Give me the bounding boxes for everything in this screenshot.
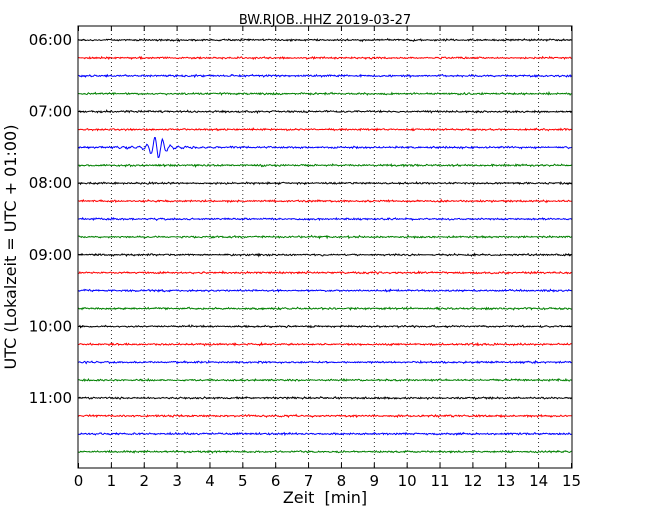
x-tick-label: 8 [337,472,347,490]
x-tick-label: 14 [529,472,548,490]
seismic-trace [78,431,572,437]
x-tick-label: 6 [271,472,281,490]
seismic-trace [78,73,572,79]
seismic-trace [78,136,572,159]
seismic-trace [78,55,572,61]
seismic-trace [78,288,572,293]
x-tick-label: 9 [370,472,380,490]
seismic-trace [78,180,572,186]
seismic-trace [78,198,572,204]
seismic-trace [78,163,572,168]
y-tick-label: 06:00 [29,31,72,49]
x-axis: 0 1 2 3 4 5 6 7 8 9 10 11 12 13 14 15 [74,26,581,490]
seismic-trace [78,413,572,419]
x-tick-label: 0 [74,472,84,490]
y-tick-label: 07:00 [29,103,72,121]
seismic-trace [78,324,572,329]
seismic-trace [78,109,572,115]
x-tick-label: 10 [398,472,417,490]
x-tick-label: 12 [463,472,482,490]
seismic-trace [78,377,572,383]
y-tick-label: 11:00 [29,389,72,407]
seismic-trace [78,234,572,240]
x-tick-label: 15 [562,472,581,490]
x-tick-label: 5 [238,472,248,490]
x-tick-label: 4 [205,472,215,490]
plot-frame [77,25,573,469]
seismic-trace [78,359,572,365]
chart-title: BW.RJOB..HHZ 2019-03-27 [239,13,411,28]
y-axis: 06:00 07:00 08:00 09:00 10:00 11:00 [29,31,572,407]
seismic-trace [78,341,572,347]
x-tick-label: 7 [304,472,314,490]
seismic-trace [78,127,572,132]
y-tick-label: 10:00 [29,317,72,335]
seismic-trace [78,270,572,275]
seismic-trace [78,395,572,401]
y-axis-label: UTC (Lokalzeit = UTC + 01:00) [1,125,20,370]
seismic-trace [78,90,572,96]
x-axis-label: Zeit [min] [283,488,367,507]
seismic-trace [78,216,572,222]
x-tick-label: 3 [172,472,182,490]
minute-grid [110,26,540,468]
x-tick-label: 13 [496,472,515,490]
x-tick-label: 1 [107,472,117,490]
x-tick-label: 2 [139,472,149,490]
y-tick-label: 09:00 [29,246,72,264]
x-tick-label: 11 [430,472,449,490]
seismic-trace [78,306,572,311]
seismic-trace [78,449,572,454]
trace-group [78,37,572,454]
seismic-trace [78,252,572,258]
seismic-trace [78,37,572,43]
y-tick-label: 08:00 [29,174,72,192]
